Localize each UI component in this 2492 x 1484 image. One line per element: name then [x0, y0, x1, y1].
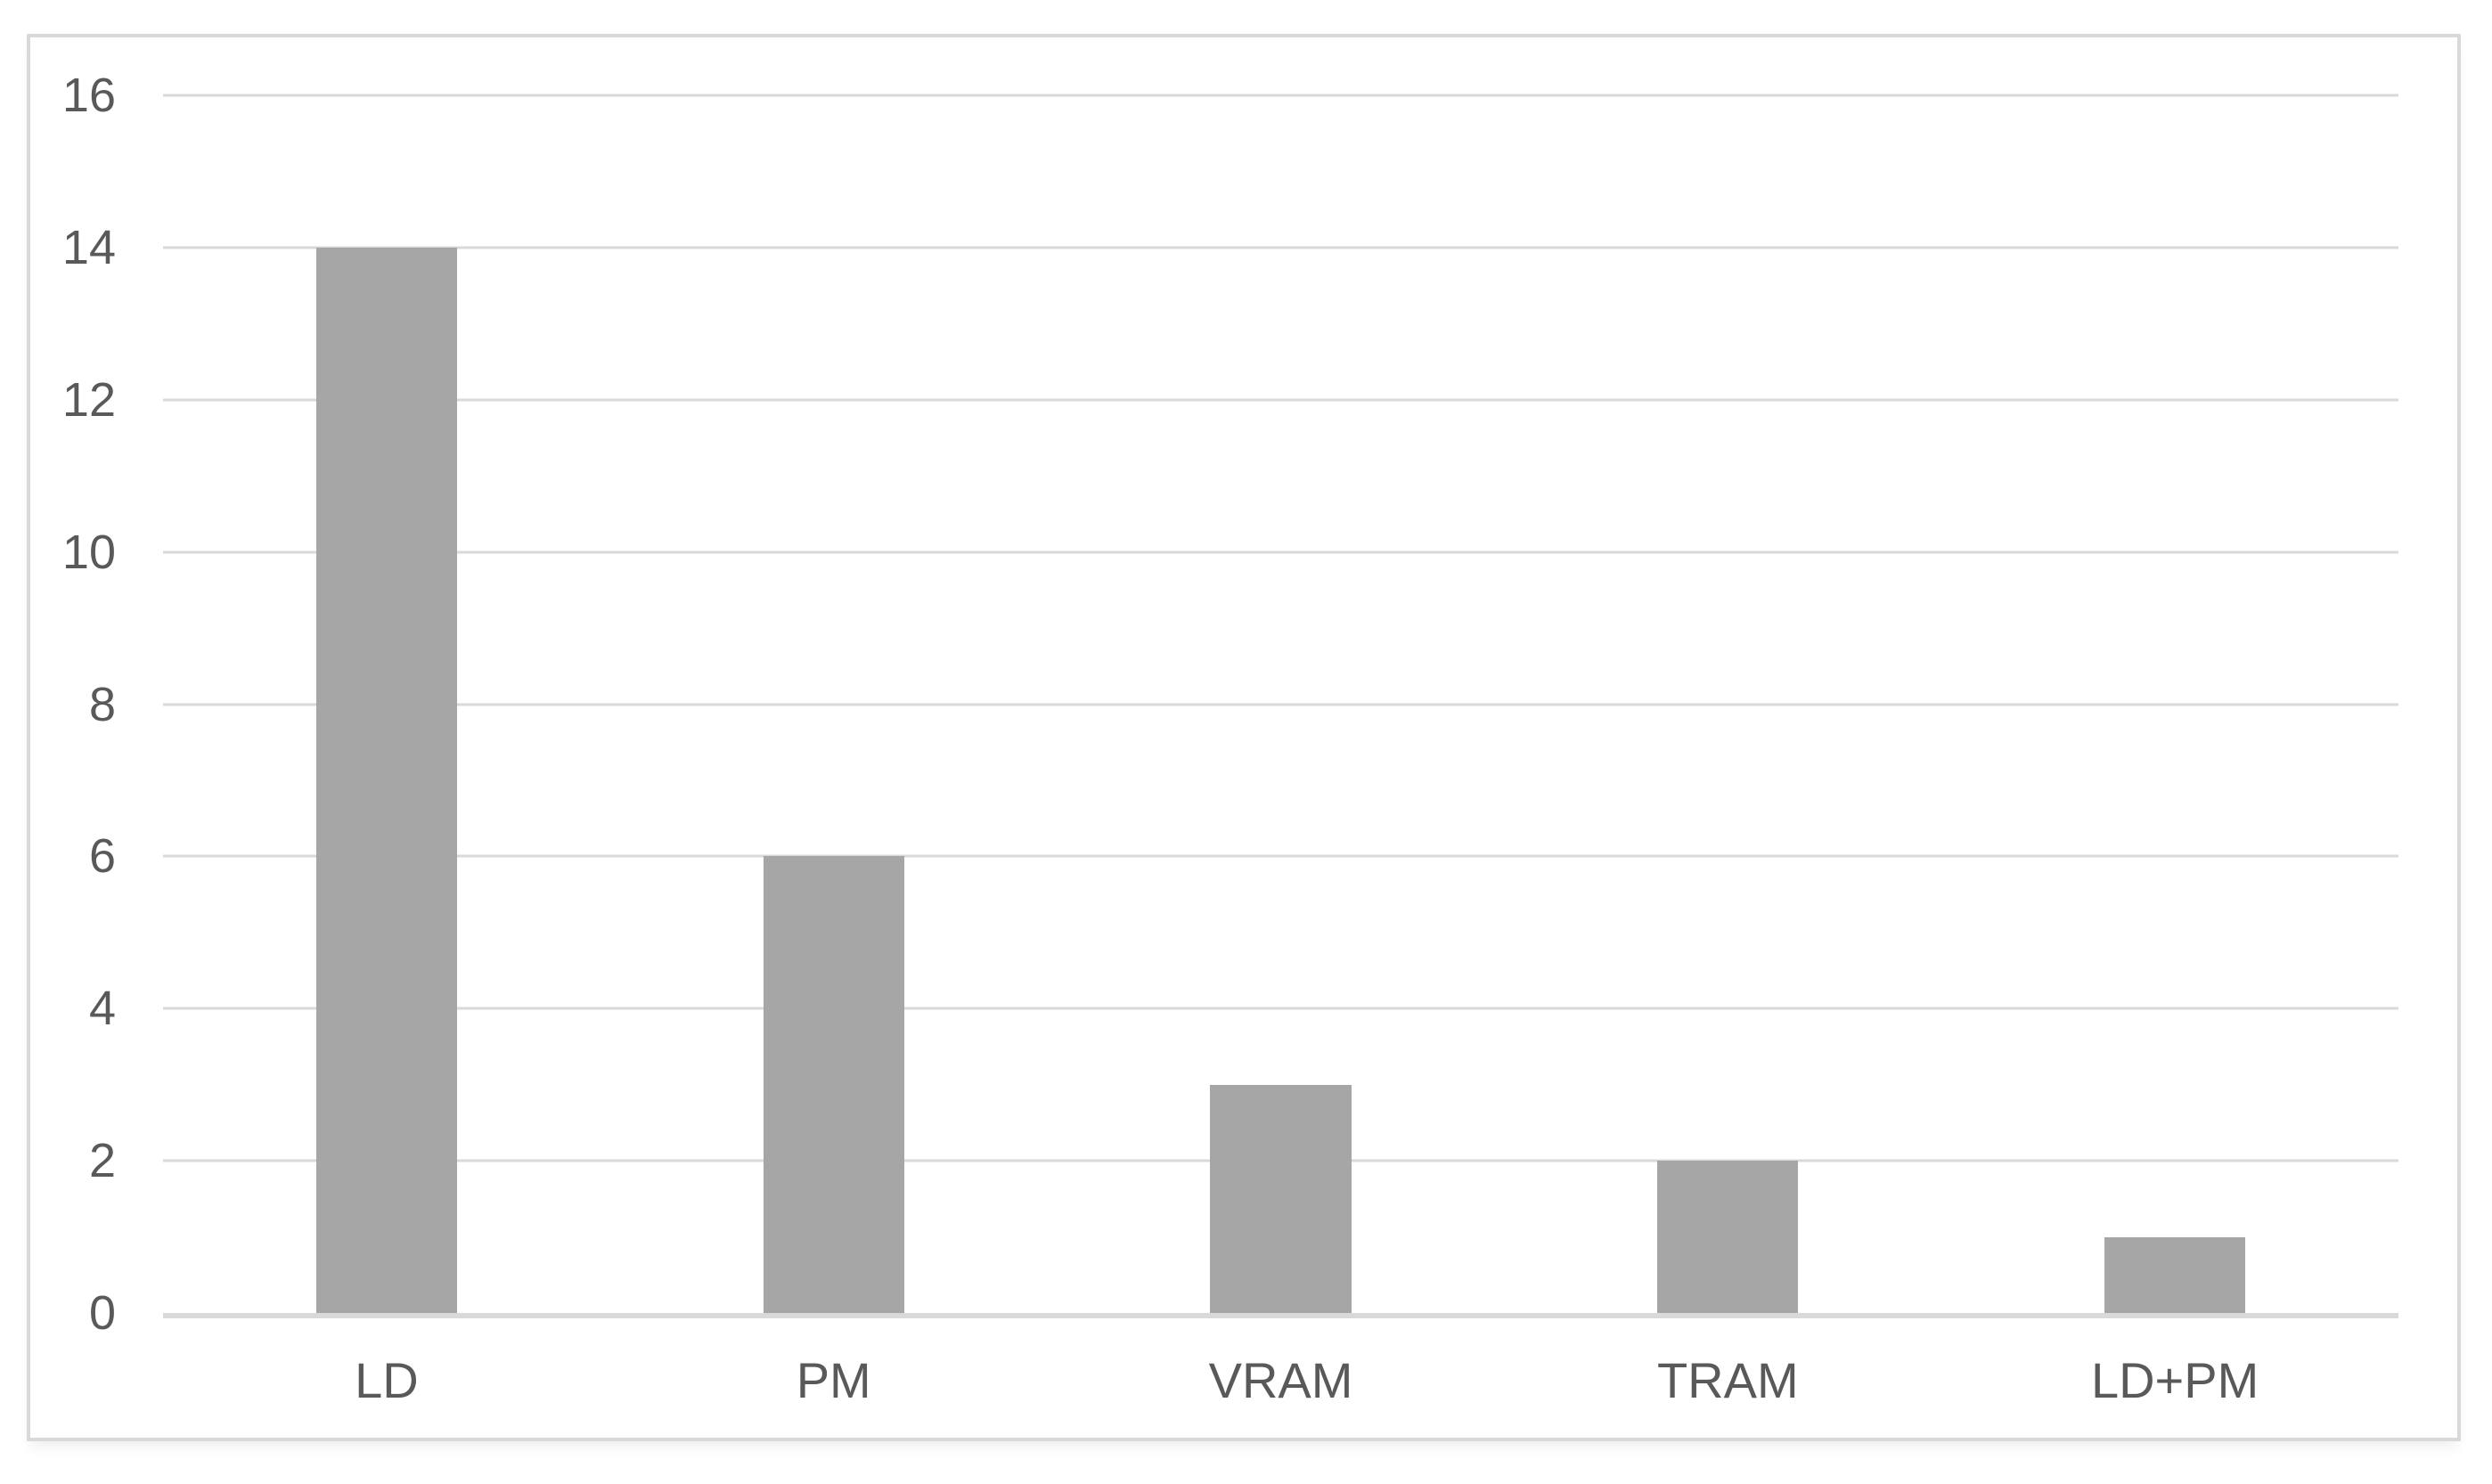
bar-VRAM — [1210, 1084, 1352, 1313]
y-tick-label-10: 10 — [61, 525, 116, 579]
x-category-label-VRAM: VRAM — [1208, 1352, 1353, 1408]
bar-LD — [315, 247, 457, 1313]
x-category-label-LD+PM: LD+PM — [2090, 1352, 2259, 1408]
y-axis-labels: 0 2 4 6 8 10 12 14 16 — [30, 71, 116, 1337]
gridline-y-10 — [163, 550, 2398, 554]
gridline-y-8 — [163, 703, 2398, 705]
bar-slot-PM — [610, 95, 1058, 1313]
bar-slot-LD — [163, 95, 610, 1313]
y-tick-label-12: 12 — [61, 372, 116, 427]
gridline-y-14 — [163, 246, 2398, 249]
x-category-label-LD: LD — [355, 1352, 419, 1408]
y-tick-label-16: 16 — [61, 69, 116, 122]
chart-figure: 0 2 4 6 8 10 12 14 16 LD PM VRAM TRAM LD+PM — [27, 34, 2461, 1441]
bar-LD+PM — [2104, 1236, 2246, 1313]
bar-slot-LD+PM — [1951, 95, 2398, 1313]
bars-layer — [163, 95, 2398, 1313]
bar-slot-VRAM — [1058, 95, 1505, 1313]
x-category-label-PM: PM — [796, 1352, 871, 1408]
y-tick-label-2: 2 — [88, 1134, 116, 1188]
y-tick-label-6: 6 — [88, 829, 116, 884]
y-tick-label-0: 0 — [88, 1286, 116, 1340]
y-tick-label-8: 8 — [88, 677, 116, 731]
plot-area — [163, 94, 2398, 1318]
x-category-label-TRAM: TRAM — [1656, 1352, 1799, 1408]
gridline-y-4 — [163, 1007, 2398, 1010]
bar-slot-TRAM — [1504, 95, 1951, 1313]
gridline-y-12 — [163, 398, 2398, 402]
gridline-y-16 — [163, 94, 2398, 97]
y-tick-label-14: 14 — [61, 220, 116, 274]
bar-TRAM — [1657, 1161, 1799, 1313]
bar-PM — [763, 856, 904, 1313]
x-axis-labels: LD PM VRAM TRAM LD+PM — [163, 1356, 2398, 1406]
y-tick-label-4: 4 — [88, 982, 116, 1036]
gridline-y-6 — [163, 854, 2398, 858]
